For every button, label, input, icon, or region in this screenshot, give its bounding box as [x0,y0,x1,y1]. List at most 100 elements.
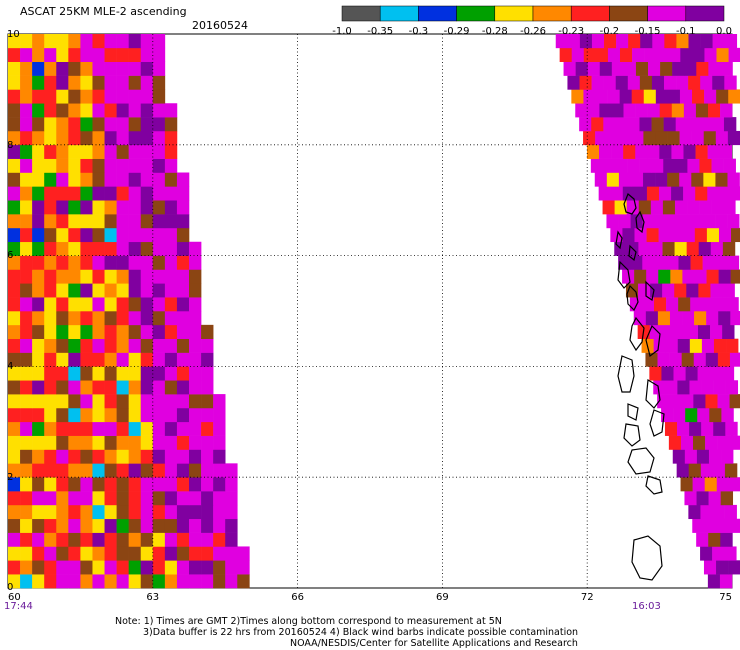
swath-cell [225,463,238,478]
swath-cell [189,491,202,506]
swath-cell [681,394,694,409]
swath-cell [591,34,605,49]
swath-cell [116,297,129,312]
swath-west [8,34,250,589]
swath-cell [32,75,45,90]
swath-cell [649,324,663,339]
swath-cell [8,546,21,561]
swath-cell [201,380,214,395]
swath-cell [92,435,105,450]
swath-cell [68,504,81,520]
swath-cell [20,338,33,353]
swath-cell [152,407,166,423]
swath-cell [671,103,685,118]
swath-cell [140,435,154,450]
swath-cell [642,214,656,229]
swath-cell [80,532,93,547]
swath-cell [691,172,704,187]
swath-cell [68,463,81,478]
swath-cell [140,117,154,132]
swath-cell [44,574,57,589]
swath-cell [661,324,675,339]
swath-cell [68,186,81,201]
swath-cell [611,144,624,159]
swath-cell [152,89,166,104]
swath-east [555,34,740,589]
swath-cell [116,560,129,575]
swath-cell [80,366,93,381]
swath-cell [104,532,117,547]
swath-cell [152,297,166,312]
swath-cell [676,34,689,49]
swath-cell [655,130,668,146]
swath-cell [708,449,722,464]
swath-cell [176,435,190,450]
swath-cell [32,504,45,520]
swath-cell [602,200,615,215]
swath-cell [128,227,142,243]
swath-cell [164,117,178,132]
chart-date: 20160524 [192,19,248,32]
swath-cell [92,227,105,243]
swath-cell [116,394,129,409]
swath-cell [104,117,117,132]
swath-cell [725,421,738,436]
swath-cell [669,394,682,409]
swath-cell [68,172,81,187]
colorbar-label: -0.3 [409,26,429,37]
swath-cell [128,47,142,62]
swath-cell [595,130,608,146]
swath-cell [711,200,724,215]
swath-cell [653,338,666,353]
swath-cell [643,172,656,187]
swath-cell [68,47,81,62]
swath-cell [140,241,154,256]
swath-cell [717,435,730,450]
swath-cell [104,227,117,243]
swath-cell [213,546,226,561]
swath-cell [152,34,166,49]
swath-cell [706,227,720,243]
swath-cell [80,491,93,506]
swath-cell [56,130,69,146]
swath-cell [20,47,33,62]
swath-cell [720,532,733,547]
swath-cell [237,560,250,575]
swath-cell [8,130,21,146]
swath-cell [703,130,717,146]
swath-cell [559,47,573,62]
swath-cell [627,117,640,132]
swath-cell [164,297,178,312]
swath-cell [721,449,734,464]
swath-cell [164,241,178,256]
swath-cell [730,311,740,326]
swath-cell [56,227,69,243]
swath-cell [164,366,178,381]
swath-cell [721,407,734,423]
swath-cell [704,47,717,62]
swath-cell [618,214,631,229]
y-tick-labels: 0 2 4 6 8 10 [7,29,20,593]
swath-cell [627,75,641,90]
swath-cell [716,518,729,533]
swath-cell [666,297,679,312]
swath-cell [640,34,653,49]
swath-cell [201,504,214,520]
swath-cell [713,338,727,353]
swath-cell [128,324,142,339]
swath-cell [619,130,632,146]
swath-cell [659,103,673,118]
swath-cell [68,297,81,312]
swath-cell [618,172,632,187]
swath-cell [616,34,629,49]
swath-cell [140,560,154,575]
swath-cell [723,158,736,173]
swath-cell [68,255,81,270]
swath-cell [92,214,105,229]
swath-cell [189,574,202,589]
swath-cell [32,117,45,132]
swath-cell [594,172,608,187]
swath-cell [68,227,81,243]
swath-cell [606,172,620,187]
swath-cell [667,130,680,146]
